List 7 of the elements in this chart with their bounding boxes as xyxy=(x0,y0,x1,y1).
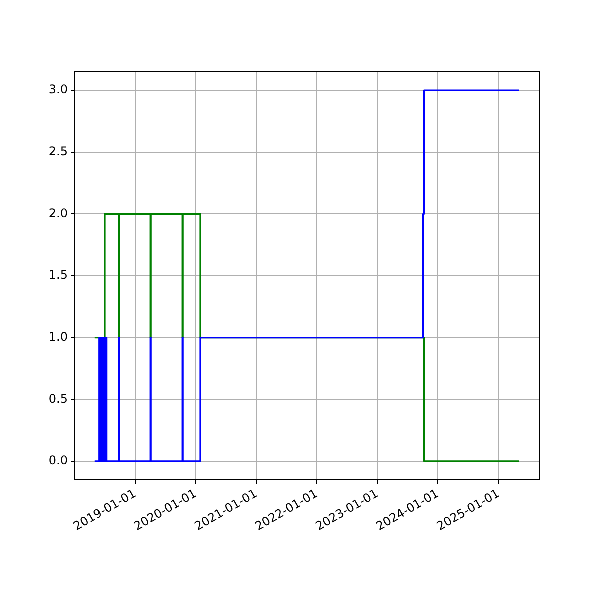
y-tick-label: 1.0 xyxy=(48,330,68,344)
y-tick-label: 0.0 xyxy=(48,454,68,468)
y-tick-label: 3.0 xyxy=(48,82,68,97)
y-tick-label: 2.5 xyxy=(48,144,68,158)
y-tick-label: 2.0 xyxy=(48,206,68,220)
y-tick-label: 0.5 xyxy=(48,392,68,406)
y-tick-label: 1.5 xyxy=(48,268,68,282)
